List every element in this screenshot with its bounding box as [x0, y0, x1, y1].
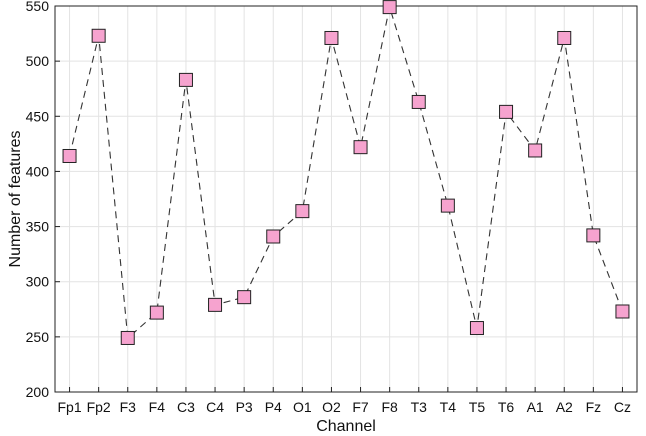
- x-tick-label: P4: [265, 399, 282, 415]
- grid: [55, 5, 637, 393]
- x-axis-title: Channel: [316, 418, 376, 435]
- data-point-marker: [499, 104, 514, 119]
- x-tick-label: T3: [411, 399, 428, 415]
- data-point-marker: [440, 198, 455, 213]
- y-tick-label: 300: [26, 274, 50, 290]
- x-tick-label: F7: [352, 399, 369, 415]
- x-axis-ticks: Fp1 Fp2 F3 F4 C3 C4 P3 P4 O1 O2 F7 F8 T3 T4 T5 T6 A1 A2 Fz…: [57, 387, 631, 415]
- series-markers: [62, 0, 630, 345]
- data-point-marker: [411, 94, 426, 109]
- x-tick-label: F4: [149, 399, 166, 415]
- y-tick-label: 400: [26, 163, 50, 179]
- x-tick-label: T5: [469, 399, 486, 415]
- y-axis-ticks: 200 250 300 350 400 450 500 550: [26, 0, 60, 400]
- x-tick-label: A2: [556, 399, 573, 415]
- x-tick-label: Fz: [586, 399, 602, 415]
- x-tick-label: F3: [120, 399, 137, 415]
- y-axis-title: Number of features: [7, 131, 24, 268]
- data-point-marker: [615, 304, 630, 319]
- x-tick-label: C3: [177, 399, 195, 415]
- data-point-marker: [62, 148, 77, 163]
- x-tick-label: Cz: [614, 399, 631, 415]
- x-tick-label: Fp2: [87, 399, 111, 415]
- data-point-marker: [208, 297, 223, 312]
- x-tick-label: O2: [322, 399, 341, 415]
- data-point-marker: [266, 229, 281, 244]
- data-point-marker: [149, 305, 164, 320]
- y-tick-label: 550: [26, 0, 50, 14]
- y-tick-label: 350: [26, 219, 50, 235]
- plot-area-frame: [54, 5, 638, 393]
- x-tick-label: P3: [236, 399, 253, 415]
- data-point-marker: [295, 204, 310, 219]
- x-tick-label: T6: [498, 399, 515, 415]
- y-tick-label: 200: [26, 384, 50, 400]
- data-point-marker: [382, 0, 397, 15]
- data-point-marker: [120, 330, 135, 345]
- x-tick-label: O1: [293, 399, 312, 415]
- data-point-marker: [586, 228, 601, 243]
- series-line-path: [68, 6, 624, 340]
- data-point-marker: [237, 290, 252, 305]
- y-tick-label: 250: [26, 329, 50, 345]
- y-tick-label: 500: [26, 53, 50, 69]
- series-line: [68, 6, 624, 340]
- y-tick-label: 450: [26, 108, 50, 124]
- x-tick-label: A1: [527, 399, 544, 415]
- data-point-marker: [353, 140, 368, 155]
- data-point-marker: [91, 28, 106, 43]
- data-point-marker: [324, 30, 339, 45]
- x-tick-label: Fp1: [57, 399, 81, 415]
- x-tick-label: F8: [381, 399, 398, 415]
- data-point-marker: [178, 72, 193, 87]
- x-tick-label: T4: [440, 399, 457, 415]
- x-tick-label: C4: [206, 399, 224, 415]
- data-point-marker: [557, 30, 572, 45]
- data-point-marker: [528, 143, 543, 158]
- data-point-marker: [469, 321, 484, 336]
